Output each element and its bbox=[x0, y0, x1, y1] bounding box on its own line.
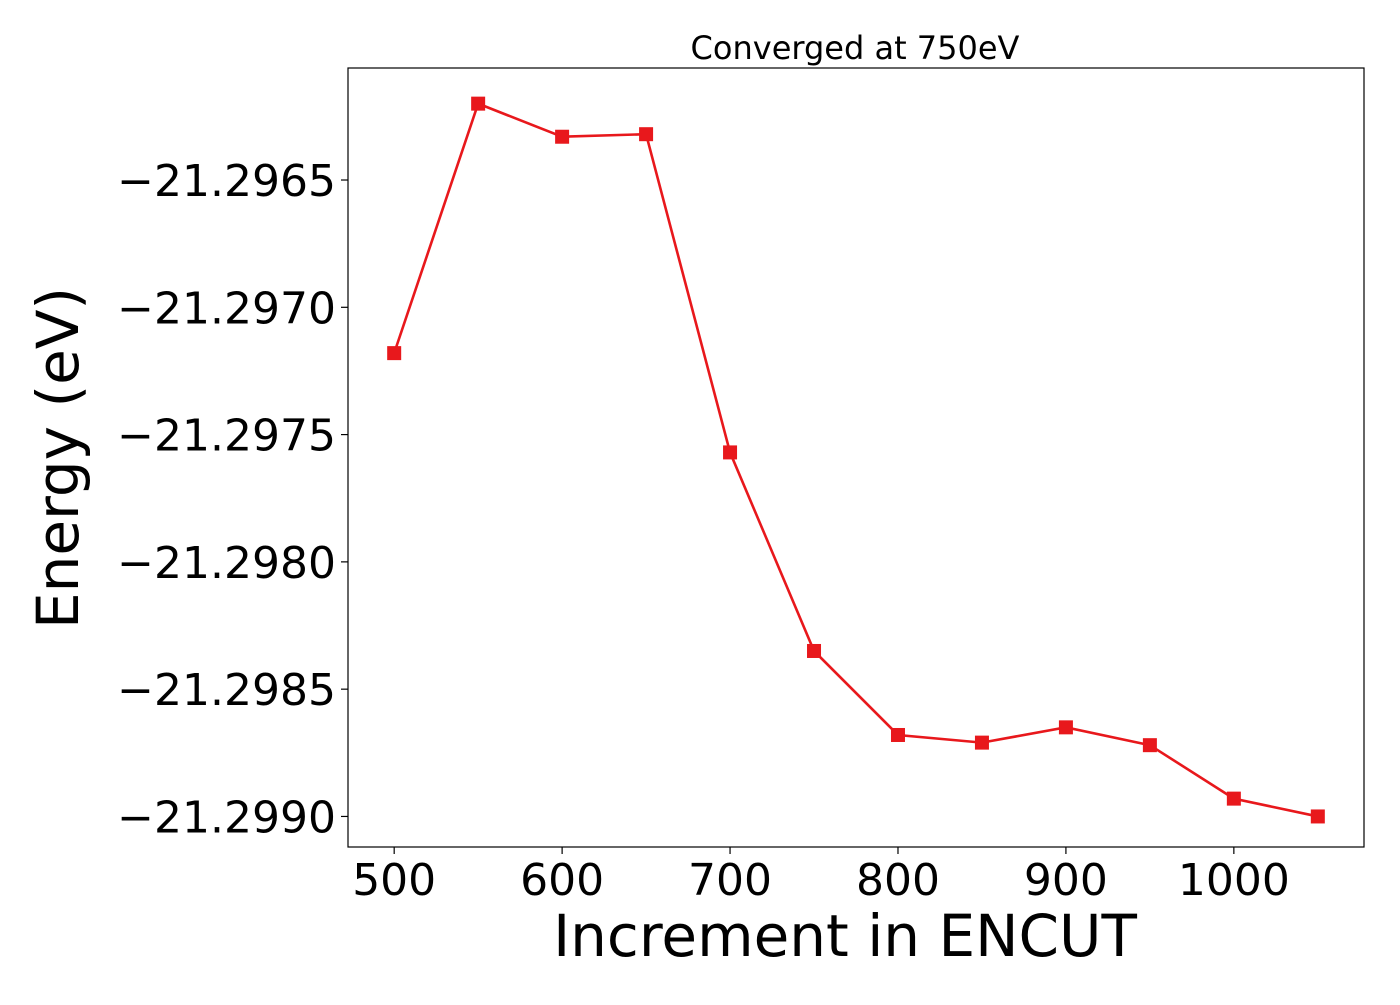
data-point bbox=[387, 346, 402, 361]
x-tick-label: 600 bbox=[520, 855, 604, 906]
y-tick-label: −21.2965 bbox=[117, 156, 336, 207]
plot-frame bbox=[347, 67, 1365, 848]
data-point bbox=[471, 96, 486, 111]
data-point bbox=[723, 445, 738, 460]
data-point bbox=[555, 129, 570, 144]
y-tick-label: −21.2980 bbox=[117, 538, 336, 589]
x-tick-label: 900 bbox=[1024, 855, 1108, 906]
chart-title: Converged at 750eV bbox=[691, 29, 1020, 67]
data-point bbox=[974, 735, 989, 750]
x-tick-label: 800 bbox=[856, 855, 940, 906]
y-tick-label: −21.2970 bbox=[117, 283, 336, 334]
data-point bbox=[1226, 791, 1241, 806]
y-tick-label: −21.2990 bbox=[117, 792, 336, 843]
data-point bbox=[890, 727, 905, 742]
series-line bbox=[392, 101, 1319, 818]
data-point bbox=[1142, 738, 1157, 753]
x-axis-label: Increment in ENCUT bbox=[553, 902, 1137, 970]
data-point bbox=[639, 127, 654, 142]
y-tick-label: −21.2975 bbox=[117, 411, 336, 462]
x-tick-label: 1000 bbox=[1178, 855, 1290, 906]
y-tick-label: −21.2985 bbox=[117, 665, 336, 716]
data-point bbox=[1058, 720, 1073, 735]
ticks-layer: 500 600 700 800 900 1000 −21.2965 −21.2970 −21.2… bbox=[117, 156, 1290, 906]
x-tick-label: 500 bbox=[352, 855, 436, 906]
plot-layer bbox=[387, 96, 1325, 824]
data-point bbox=[1310, 809, 1325, 824]
x-tick-label: 700 bbox=[688, 855, 772, 906]
data-point bbox=[807, 643, 822, 658]
y-axis-label: Energy (eV) bbox=[24, 287, 92, 629]
